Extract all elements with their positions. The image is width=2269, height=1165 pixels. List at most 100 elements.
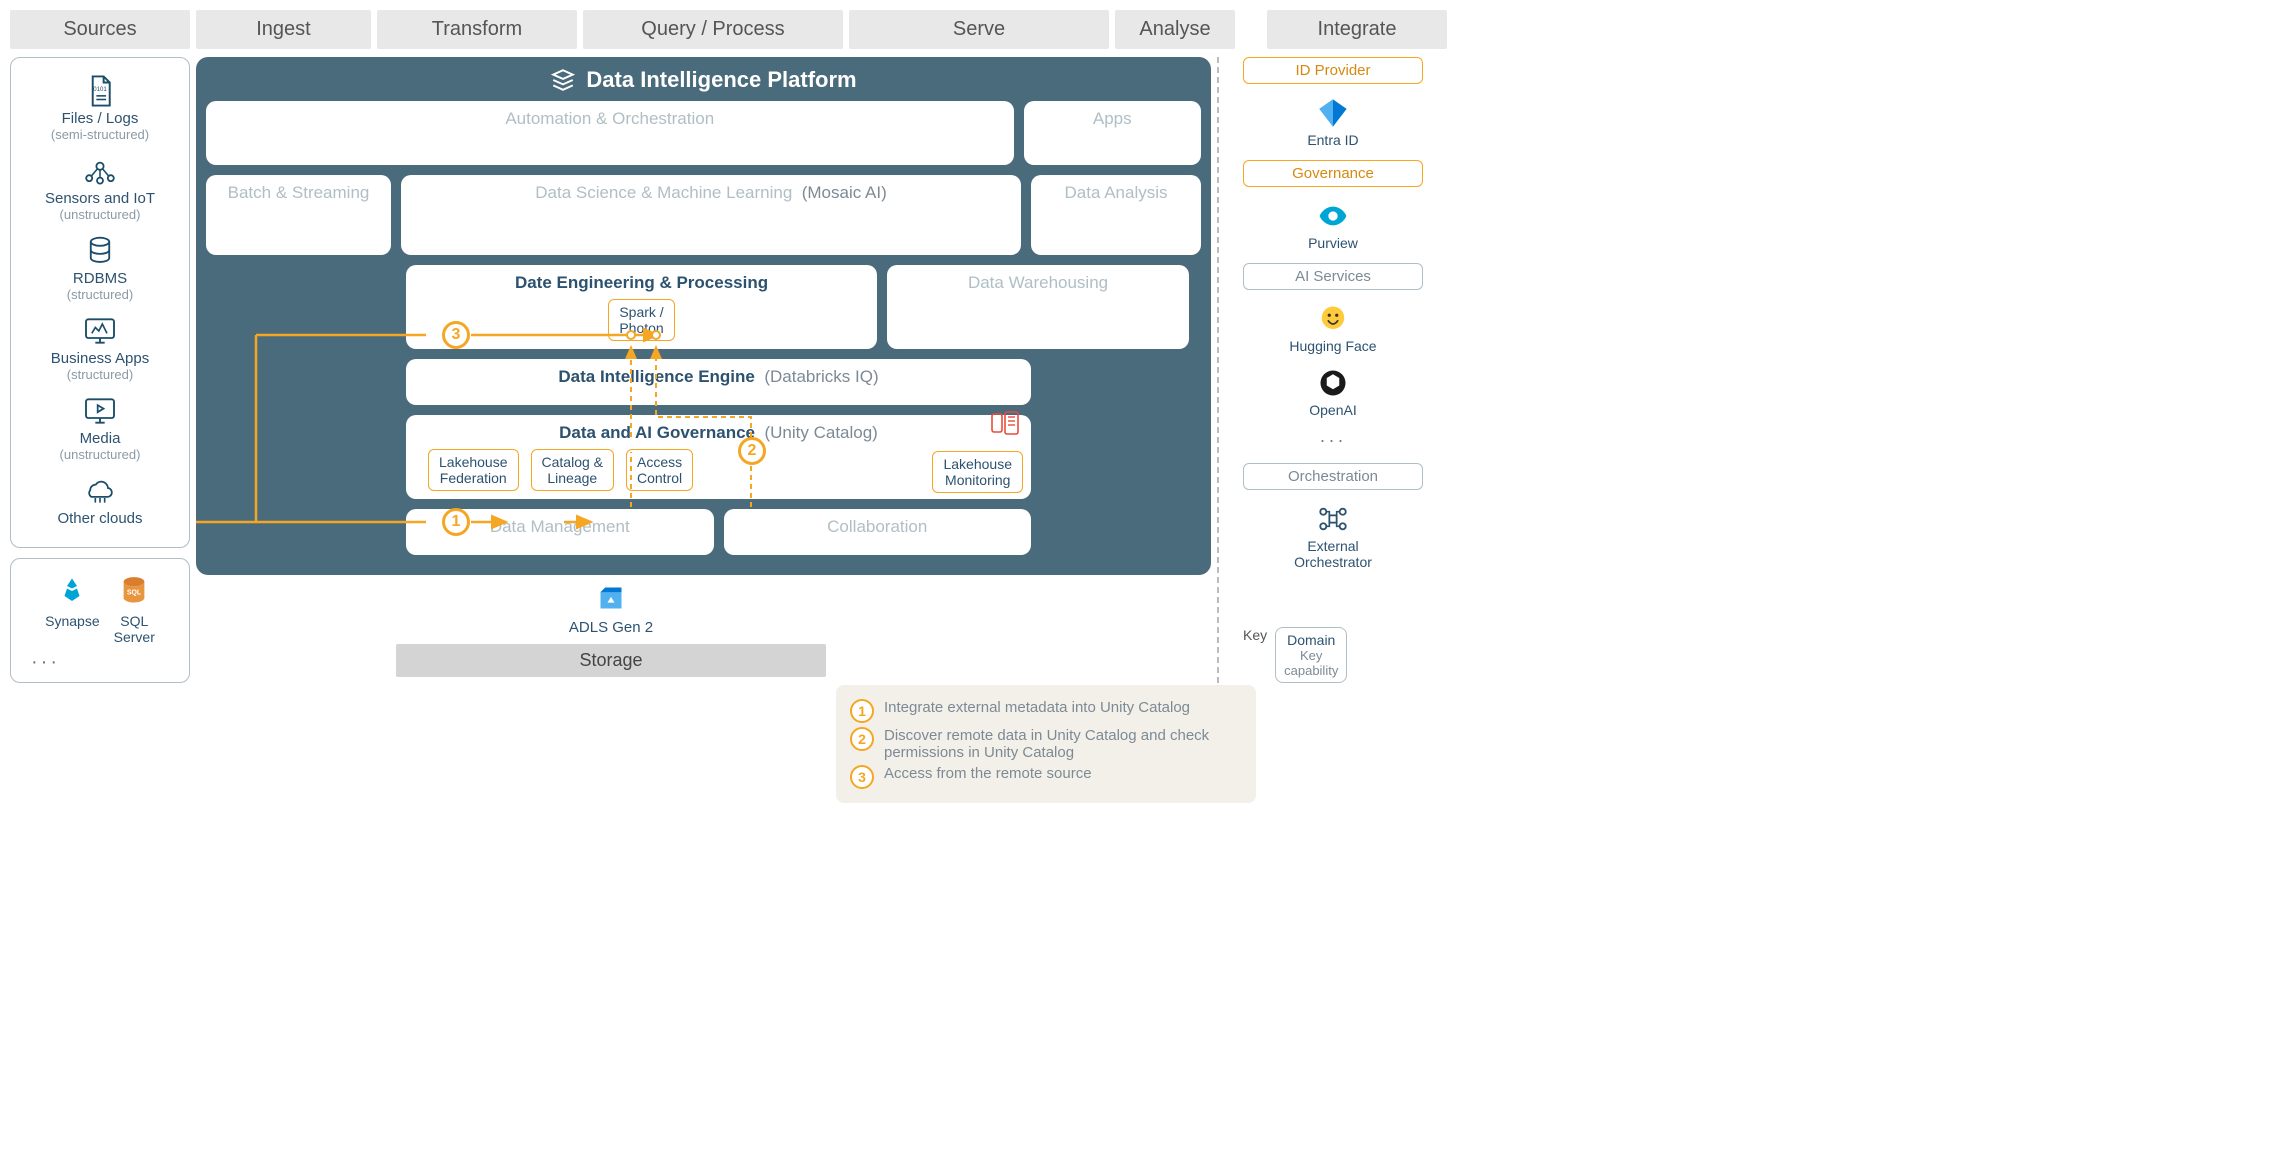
federation-box: Synapse SQL SQL Server ··· bbox=[10, 558, 190, 683]
integrate-item: OpenAI bbox=[1243, 366, 1423, 418]
int-dots: ··· bbox=[1243, 430, 1423, 451]
vertical-separator bbox=[1217, 57, 1237, 683]
fed-sql-label: SQL Server bbox=[114, 613, 155, 645]
synapse-icon bbox=[45, 573, 99, 609]
box-collab: Collaboration bbox=[724, 509, 1032, 555]
platform-container: Data Intelligence Platform Automation & … bbox=[196, 57, 1211, 575]
cloud-icon bbox=[15, 474, 185, 508]
dep-title: Date Engineering & Processing bbox=[416, 273, 867, 293]
iot-icon bbox=[15, 154, 185, 188]
app-icon bbox=[15, 314, 185, 348]
platform-title-text: Data Intelligence Platform bbox=[586, 67, 856, 93]
col-spacer bbox=[1241, 10, 1261, 49]
fed-dots: ··· bbox=[15, 651, 185, 674]
source-sub: (structured) bbox=[15, 367, 185, 382]
col-integrate: Integrate bbox=[1267, 10, 1447, 49]
source-file: 0101 Files / Logs (semi-structured) bbox=[15, 74, 185, 142]
gov-chip-0: Lakehouse Federation bbox=[428, 449, 519, 491]
source-cloud: Other clouds bbox=[15, 474, 185, 527]
flow-badge-1: 1 bbox=[442, 508, 470, 536]
flow-badge-3: 3 bbox=[442, 321, 470, 349]
source-name: Media bbox=[15, 430, 185, 447]
source-sub: (unstructured) bbox=[15, 207, 185, 222]
fed-synapse-label: Synapse bbox=[45, 613, 99, 629]
die-title: Data Intelligence Engine bbox=[558, 367, 755, 386]
storage-bar: Storage bbox=[396, 644, 826, 677]
legend-row-2: 2 Discover remote data in Unity Catalog a… bbox=[850, 727, 1242, 761]
platform-stack-icon bbox=[550, 67, 576, 93]
source-name: Business Apps bbox=[15, 350, 185, 367]
db-icon bbox=[15, 234, 185, 268]
box-analysis: Data Analysis bbox=[1031, 175, 1201, 255]
col-serve: Serve bbox=[849, 10, 1109, 49]
integrate-item: Hugging Face bbox=[1243, 302, 1423, 354]
dsml-text: Data Science & Machine Learning bbox=[535, 183, 792, 202]
source-name: Other clouds bbox=[15, 510, 185, 527]
col-analyse: Analyse bbox=[1115, 10, 1235, 49]
platform-title: Data Intelligence Platform bbox=[206, 67, 1201, 93]
legend-badge: 3 bbox=[850, 765, 874, 789]
box-dep: Date Engineering & Processing Spark / Ph… bbox=[406, 265, 877, 349]
int-icon bbox=[1243, 302, 1423, 336]
key-cap: Key capability bbox=[1284, 648, 1338, 678]
source-name: Sensors and IoT bbox=[15, 190, 185, 207]
flow-badge-2: 2 bbox=[738, 437, 766, 465]
source-media: Media (unstructured) bbox=[15, 394, 185, 462]
box-automation: Automation & Orchestration bbox=[206, 101, 1014, 165]
adls-icon bbox=[396, 585, 826, 615]
int-label: OpenAI bbox=[1243, 402, 1423, 418]
chip-spark: Spark / Photon bbox=[608, 299, 674, 341]
box-apps: Apps bbox=[1024, 101, 1202, 165]
integrate-pill: Governance bbox=[1243, 160, 1423, 187]
key-label: Key bbox=[1243, 627, 1267, 643]
body-grid: ETL Federation 0101 Files / Logs (semi-s… bbox=[10, 57, 2259, 683]
left-column: ETL Federation 0101 Files / Logs (semi-s… bbox=[10, 57, 190, 683]
sql-icon: SQL bbox=[114, 573, 155, 609]
gov-chip-2: Access Control bbox=[626, 449, 693, 491]
source-name: RDBMS bbox=[15, 270, 185, 287]
media-icon bbox=[15, 394, 185, 428]
adls-label: ADLS Gen 2 bbox=[396, 619, 826, 636]
int-icon bbox=[1243, 502, 1423, 536]
source-app: Business Apps (structured) bbox=[15, 314, 185, 382]
integrate-pill: ID Provider bbox=[1243, 57, 1423, 84]
source-sub: (structured) bbox=[15, 287, 185, 302]
col-ingest: Ingest bbox=[196, 10, 371, 49]
fed-sql: SQL SQL Server bbox=[114, 573, 155, 645]
chip-lakehouse-monitoring: Lakehouse Monitoring bbox=[932, 451, 1023, 493]
integrate-item: Entra ID bbox=[1243, 96, 1423, 148]
key-box: Domain Key capability bbox=[1275, 627, 1347, 683]
svg-text:0101: 0101 bbox=[93, 87, 107, 93]
svg-text:SQL: SQL bbox=[127, 589, 141, 596]
col-sources: Sources bbox=[10, 10, 190, 49]
legend-text: Access from the remote source bbox=[884, 765, 1092, 782]
architecture-diagram: Sources Ingest Transform Query / Process… bbox=[10, 10, 2259, 683]
sources-box: 0101 Files / Logs (semi-structured) Sens… bbox=[10, 57, 190, 548]
legend-row-1: 1 Integrate external metadata into Unity … bbox=[850, 699, 1242, 723]
box-dsml: Data Science & Machine Learning (Mosaic … bbox=[401, 175, 1021, 255]
box-batch: Batch & Streaming bbox=[206, 175, 391, 255]
column-headers: Sources Ingest Transform Query / Process… bbox=[10, 10, 2259, 49]
integrate-pill: AI Services bbox=[1243, 263, 1423, 290]
source-sub: (semi-structured) bbox=[15, 127, 185, 142]
int-icon bbox=[1243, 199, 1423, 233]
integrate-column: ID Provider Entra ID Governance Purview AI S… bbox=[1243, 57, 1423, 683]
legend-badge: 1 bbox=[850, 699, 874, 723]
legend-row-3: 3 Access from the remote source bbox=[850, 765, 1242, 789]
int-label: Purview bbox=[1243, 235, 1423, 251]
legend-text: Discover remote data in Unity Catalog an… bbox=[884, 727, 1242, 761]
box-governance: Data and AI Governance (Unity Catalog) L… bbox=[406, 415, 1031, 499]
int-icon bbox=[1243, 96, 1423, 130]
dsml-paren: (Mosaic AI) bbox=[802, 183, 887, 202]
legend-badge: 2 bbox=[850, 727, 874, 751]
gov-title: Data and AI Governance bbox=[559, 423, 755, 442]
integrate-item: Purview bbox=[1243, 199, 1423, 251]
col-transform: Transform bbox=[377, 10, 577, 49]
report-icon bbox=[991, 411, 1019, 440]
integrate-pill: Orchestration bbox=[1243, 463, 1423, 490]
legend-text: Integrate external metadata into Unity C… bbox=[884, 699, 1190, 716]
key-legend: Key Domain Key capability bbox=[1243, 627, 1423, 683]
integrate-item: External Orchestrator bbox=[1243, 502, 1423, 570]
source-name: Files / Logs bbox=[15, 110, 185, 127]
box-die: Data Intelligence Engine (Databricks IQ) bbox=[406, 359, 1031, 405]
